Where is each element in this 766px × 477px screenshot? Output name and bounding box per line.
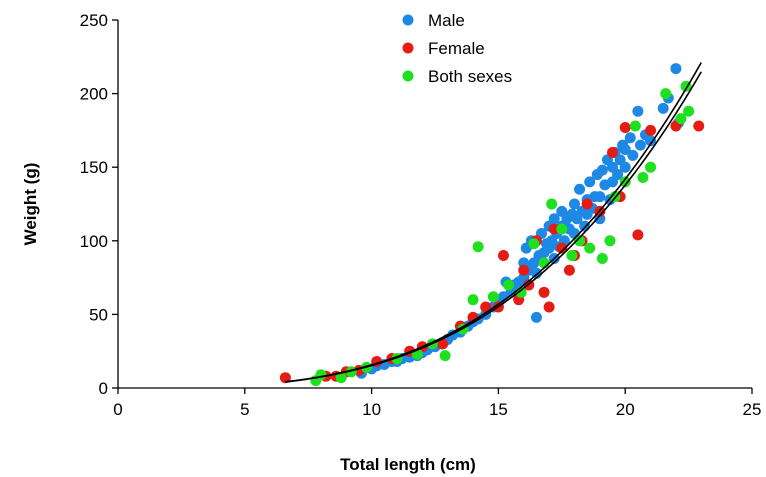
data-point-male	[645, 135, 657, 147]
x-axis-ticks: 0 5 10 15 20 25	[113, 388, 761, 419]
y-axis-title: Weight (g)	[21, 163, 40, 246]
y-tick-label: 100	[80, 232, 108, 251]
data-point-female	[437, 338, 449, 350]
data-point-both-sexes	[556, 223, 568, 235]
fit-curve-2	[285, 71, 702, 383]
x-tick-label: 0	[113, 400, 122, 419]
x-axis-title: Total length (cm)	[340, 455, 476, 474]
data-point-both-sexes	[619, 176, 631, 188]
data-point-both-sexes	[574, 235, 586, 247]
data-point-male	[548, 213, 560, 225]
data-point-female	[607, 146, 619, 158]
data-point-female	[581, 198, 593, 210]
data-point-both-sexes	[546, 198, 558, 210]
x-tick-label: 20	[616, 400, 635, 419]
data-point-female	[645, 124, 657, 136]
data-point-male	[596, 164, 608, 176]
data-point-both-sexes	[467, 294, 479, 306]
data-point-both-sexes	[566, 250, 578, 262]
data-point-both-sexes	[503, 279, 515, 291]
data-point-female	[548, 223, 560, 235]
data-point-both-sexes	[315, 369, 327, 381]
data-point-both-sexes	[487, 291, 499, 303]
data-point-both-sexes	[439, 350, 451, 362]
x-tick-label: 25	[743, 400, 762, 419]
data-point-female	[279, 372, 291, 384]
data-point-male	[579, 220, 591, 232]
x-tick-label: 10	[362, 400, 381, 419]
x-tick-label: 5	[240, 400, 249, 419]
legend-label-male: Male	[428, 11, 465, 30]
legend-marker-female	[402, 42, 414, 54]
data-point-both-sexes	[629, 120, 641, 132]
legend-marker-both-sexes	[402, 70, 414, 82]
data-point-male	[568, 198, 580, 210]
data-point-both-sexes	[675, 113, 687, 125]
y-tick-label: 250	[80, 11, 108, 30]
data-point-female	[632, 229, 644, 241]
data-point-male	[670, 63, 682, 75]
data-point-both-sexes	[645, 161, 657, 173]
data-point-female	[480, 301, 492, 313]
y-tick-label: 200	[80, 85, 108, 104]
data-point-both-sexes	[604, 235, 616, 247]
data-point-male	[632, 105, 644, 117]
data-point-both-sexes	[538, 257, 550, 269]
x-tick-label: 15	[489, 400, 508, 419]
legend-marker-male	[402, 14, 414, 26]
data-point-female	[497, 250, 509, 262]
data-point-male	[530, 311, 542, 323]
data-point-both-sexes	[335, 372, 347, 384]
y-tick-label: 50	[89, 305, 108, 324]
data-point-female	[538, 286, 550, 298]
data-point-female	[693, 120, 705, 132]
data-point-male	[574, 183, 586, 195]
plot-points	[279, 63, 705, 387]
fit-curves	[285, 62, 702, 383]
data-point-male	[627, 149, 639, 161]
data-point-female	[619, 121, 631, 133]
legend-label-both-sexes: Both sexes	[428, 67, 512, 86]
data-point-female	[543, 301, 555, 313]
data-point-both-sexes	[596, 252, 608, 264]
data-point-male	[619, 161, 631, 173]
data-point-male	[624, 132, 636, 144]
data-point-both-sexes	[528, 238, 540, 250]
data-point-female	[518, 264, 530, 276]
legend-label-female: Female	[428, 39, 485, 58]
data-point-male	[584, 176, 596, 188]
data-point-both-sexes	[683, 105, 695, 117]
data-point-male	[634, 139, 646, 151]
data-point-male	[612, 169, 624, 181]
data-point-male	[594, 191, 606, 203]
legend: Male Female Both sexes	[402, 11, 512, 86]
data-point-both-sexes	[660, 88, 672, 100]
data-point-both-sexes	[584, 242, 596, 254]
y-axis-ticks: 0 50 100 150 200 250	[80, 11, 118, 398]
data-point-both-sexes	[637, 172, 649, 184]
y-tick-label: 0	[99, 379, 108, 398]
data-point-male	[657, 102, 669, 114]
y-tick-label: 150	[80, 158, 108, 177]
data-point-both-sexes	[472, 241, 484, 253]
data-point-female	[563, 264, 575, 276]
data-point-male	[619, 144, 631, 156]
data-point-female	[556, 242, 568, 254]
